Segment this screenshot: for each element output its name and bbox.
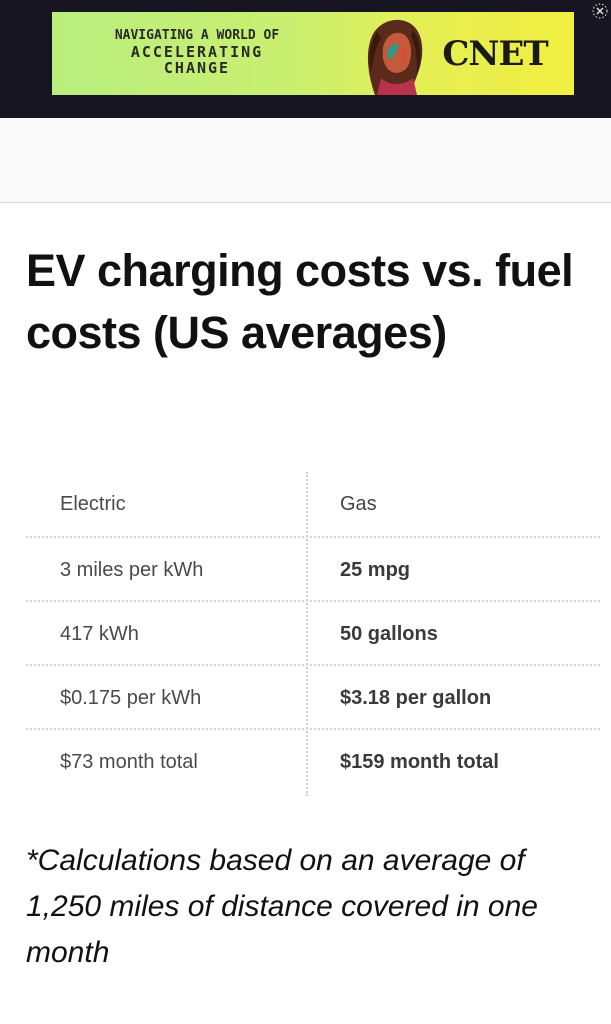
table-header-row: Electric Gas — [26, 472, 600, 536]
electric-usage: 417 kWh — [60, 623, 139, 645]
ad-tagline-line-2: ACCELERATING — [130, 43, 264, 61]
article-title: EV charging costs vs. fuel costs (US ave… — [26, 245, 574, 358]
ad-brand-logo: CNET — [442, 34, 548, 74]
gas-usage: 50 gallons — [340, 623, 438, 645]
table-row: 417 kWh 50 gallons — [26, 600, 600, 666]
ad-tagline-line-1: NAVIGATING A WORLD OF — [114, 28, 280, 43]
gas-unit-price: $3.18 per gallon — [340, 687, 492, 709]
header-electric: Electric — [60, 493, 126, 515]
ad-tagline: NAVIGATING A WORLD OF ACCELERATING CHANG… — [52, 28, 342, 76]
gas-monthly-total: $159 month total — [340, 751, 499, 773]
header-band — [0, 118, 611, 203]
top-ad-bar: NAVIGATING A WORLD OF ACCELERATING CHANG… — [0, 0, 611, 118]
close-icon[interactable] — [591, 2, 609, 20]
electric-efficiency: 3 miles per kWh — [60, 559, 204, 581]
column-divider — [306, 472, 308, 796]
table-row: $73 month total $159 month total — [26, 728, 600, 794]
ad-tagline-line-3: CHANGE — [163, 59, 231, 77]
header-gas: Gas — [340, 493, 377, 515]
table-row: $0.175 per kWh $3.18 per gallon — [26, 664, 600, 730]
electric-unit-price: $0.175 per kWh — [60, 687, 202, 709]
ad-portrait-image — [367, 19, 423, 95]
table-row: 3 miles per kWh 25 mpg — [26, 536, 600, 602]
calculation-footnote: *Calculations based on an average of 1,2… — [26, 844, 538, 969]
cnet-ad-banner[interactable]: NAVIGATING A WORLD OF ACCELERATING CHANG… — [52, 12, 574, 95]
electric-monthly-total: $73 month total — [60, 751, 198, 773]
gas-efficiency: 25 mpg — [340, 559, 411, 581]
